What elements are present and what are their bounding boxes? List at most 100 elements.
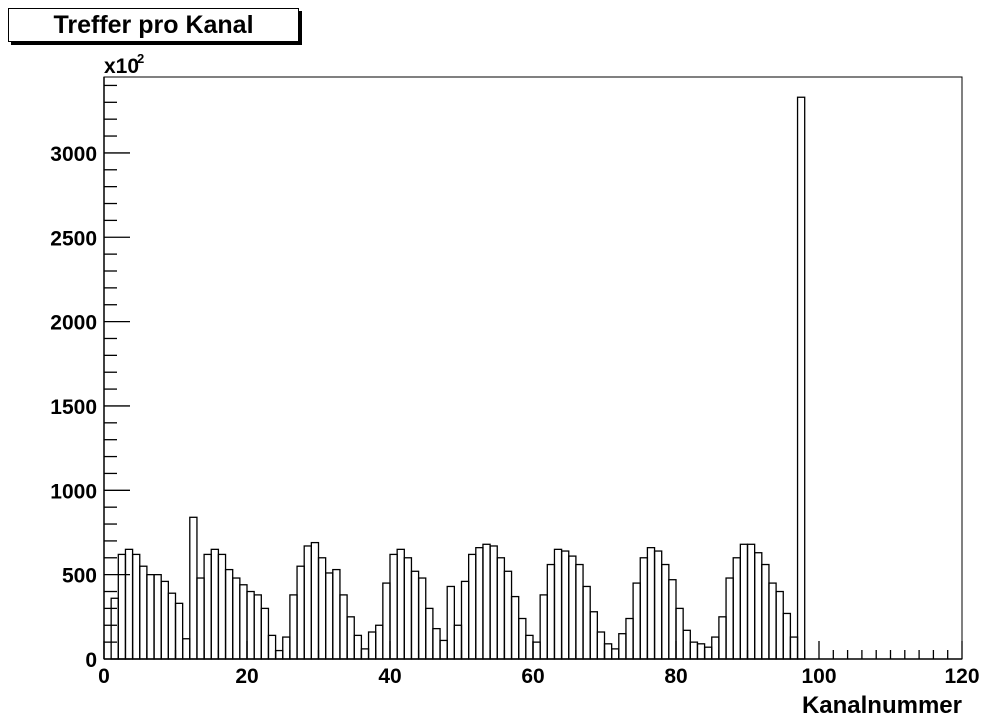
histogram-bar: [768, 582, 777, 660]
x-tick-label: 20: [235, 665, 258, 688]
histogram-bar: [339, 594, 348, 660]
histogram-bar: [432, 627, 441, 660]
histogram-bar: [596, 631, 606, 660]
histogram-bar: [782, 612, 792, 660]
histogram-bar: [453, 624, 463, 660]
chart-title: Treffer pro Kanal: [8, 8, 299, 42]
histogram-bar: [639, 557, 649, 660]
x-tick-label: 80: [664, 665, 687, 688]
histogram-bar: [353, 634, 363, 660]
histogram-bar: [725, 577, 734, 660]
histogram-bar: [553, 548, 563, 660]
histogram-bar: [174, 602, 184, 660]
histogram-bar: [503, 570, 513, 660]
histogram-bar: [396, 548, 405, 660]
histogram-bar: [460, 580, 470, 660]
y-multiplier-exponent: 2: [137, 51, 144, 66]
histogram-bar: [510, 595, 520, 660]
histogram-bar: [789, 636, 799, 660]
histogram-bar: [560, 550, 570, 660]
histogram-bar: [232, 577, 241, 660]
histogram-bar: [274, 649, 284, 660]
histogram-bar: [160, 580, 169, 660]
histogram-bar: [467, 553, 477, 660]
histogram-bar: [417, 577, 427, 660]
x-tick-label: 120: [944, 665, 979, 688]
x-tick-label: 0: [98, 665, 110, 688]
histogram-bar: [217, 553, 227, 660]
histogram-bar: [532, 641, 541, 660]
histogram-bar: [167, 592, 177, 660]
histogram-bar: [746, 543, 756, 660]
x-tick-label: 40: [378, 665, 401, 688]
histogram-bar: [546, 563, 556, 660]
histogram-bar: [668, 579, 677, 660]
y-tick-label: 500: [62, 565, 97, 588]
histogram-marks: [110, 96, 806, 660]
histogram-bar: [732, 557, 742, 660]
histogram-bar: [625, 617, 634, 660]
histogram-bar: [575, 563, 584, 660]
histogram-bar: [475, 547, 484, 660]
histogram-bar: [267, 634, 277, 660]
histogram-bar: [203, 553, 212, 660]
histogram-bar: [689, 641, 699, 660]
y-tick-label: 3000: [50, 143, 97, 166]
histogram-bar: [589, 611, 599, 660]
histogram-bar: [153, 574, 162, 660]
histogram-bar: [482, 543, 491, 660]
histogram-bar: [110, 597, 119, 660]
histogram-bar: [682, 629, 691, 660]
histogram-bar: [446, 585, 456, 660]
histogram-bar: [310, 541, 320, 660]
histogram-bar: [189, 516, 198, 660]
histogram-bar: [425, 607, 434, 660]
histogram-bar: [210, 548, 220, 660]
histogram-bar: [439, 639, 448, 660]
histogram-bar: [496, 557, 506, 660]
histogram-bar: [718, 616, 727, 660]
histogram-bar: [739, 543, 749, 660]
histogram-bar: [603, 643, 613, 660]
histogram-bar: [754, 552, 763, 660]
histogram-bar: [661, 563, 670, 660]
histogram-bar: [653, 550, 663, 660]
histogram-bar: [124, 548, 134, 660]
histogram-bar: [518, 617, 527, 660]
histogram-bar: [289, 594, 298, 660]
histogram-bar: [260, 607, 270, 660]
histogram-bar: [382, 582, 391, 660]
histogram-bar: [675, 607, 684, 660]
x-tick-label: 60: [521, 665, 544, 688]
histogram-bar: [611, 648, 620, 660]
histogram-bar: [618, 633, 627, 660]
y-tick-label: 2000: [50, 312, 97, 335]
histogram-bar: [196, 577, 205, 660]
histogram-bar: [224, 568, 234, 660]
histogram-bar: [360, 648, 370, 660]
histogram-bar: [632, 582, 641, 660]
axes: 0 20 40 60 80 100 120 0 500 1000 1500 2000 2500 3000: [50, 77, 980, 688]
histogram-bar: [367, 631, 377, 660]
histogram-bar: [303, 545, 313, 660]
y-tick-label: 1000: [50, 480, 97, 503]
histogram-bar: [796, 96, 806, 660]
histogram-bar: [239, 584, 248, 660]
histogram-bar: [410, 570, 420, 660]
histogram-bar: [389, 553, 398, 660]
histogram-bar: [324, 572, 334, 660]
histogram-bar: [525, 634, 534, 660]
histogram-bar: [703, 646, 713, 660]
y-tick-label: 1500: [50, 396, 97, 419]
histogram-bar: [317, 557, 327, 660]
y-multiplier-label: x10: [104, 55, 139, 78]
histogram-bar: [539, 594, 548, 660]
histogram-bar: [489, 545, 498, 660]
histogram-bar: [403, 557, 413, 660]
x-axis-label: Kanalnummer: [802, 692, 962, 718]
y-tick-label: 0: [85, 649, 97, 672]
histogram-bar: [711, 636, 720, 660]
histogram-bar: [332, 568, 341, 660]
histogram-bar: [181, 638, 191, 660]
histogram-bar: [568, 555, 577, 660]
